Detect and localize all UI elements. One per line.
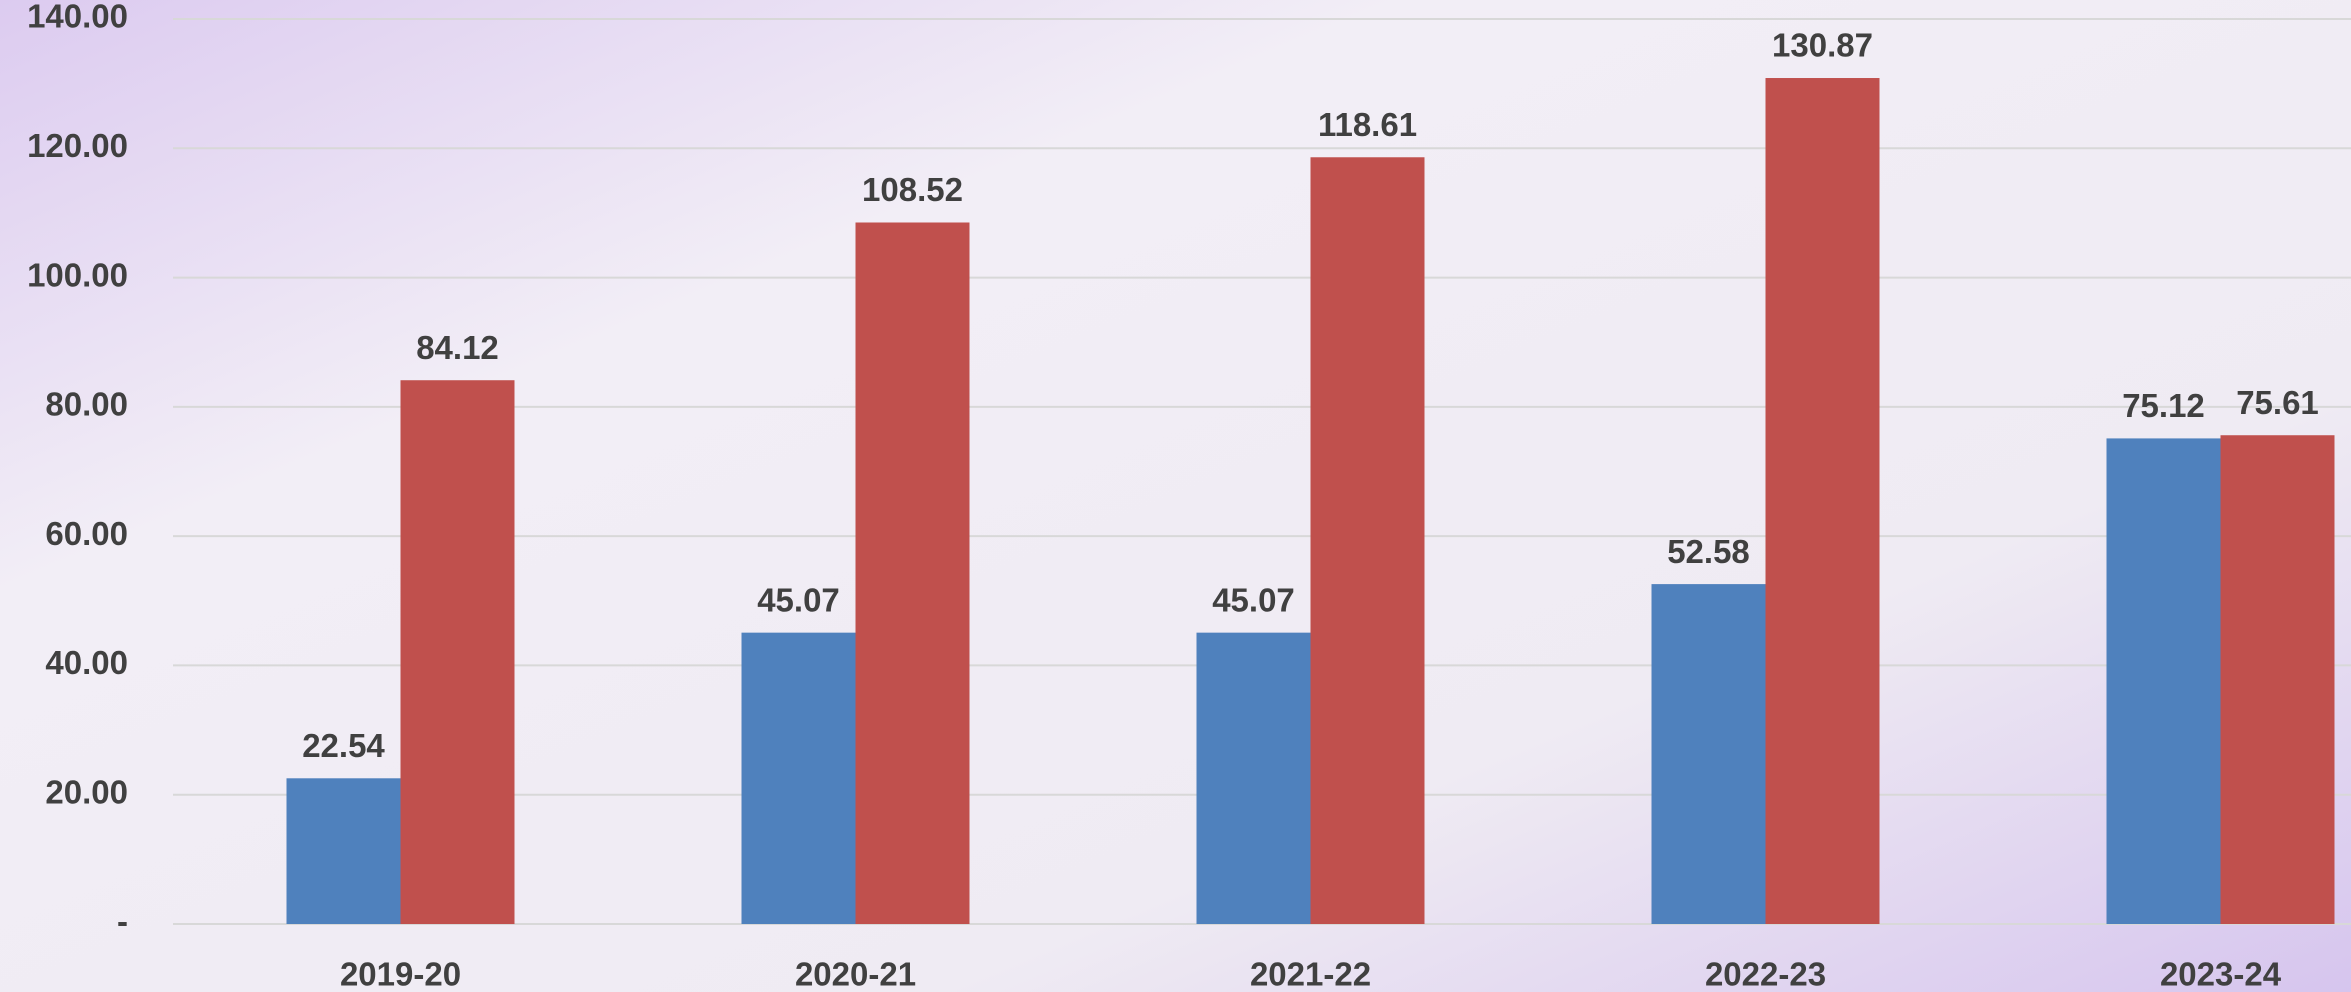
data-label: 52.58	[1667, 533, 1750, 570]
y-tick-label: 60.00	[45, 515, 128, 552]
x-tick-label: 2023-24	[2160, 956, 2282, 992]
bar	[2107, 438, 2221, 924]
data-label: 130.87	[1772, 27, 1873, 64]
bar	[287, 778, 401, 924]
bar	[1766, 78, 1880, 924]
data-label: 45.07	[1212, 581, 1295, 618]
bar	[856, 222, 970, 924]
y-tick-label: 20.00	[45, 773, 128, 810]
data-label: 108.52	[862, 171, 963, 208]
data-label: 84.12	[416, 329, 499, 366]
y-tick-label: 40.00	[45, 644, 128, 681]
x-tick-label: 2019-20	[340, 956, 461, 992]
y-tick-label: -	[117, 903, 128, 940]
x-tick-label: 2021-22	[1250, 956, 1371, 992]
y-tick-label: 120.00	[27, 127, 128, 164]
data-label: 45.07	[757, 581, 840, 618]
data-label: 118.61	[1318, 106, 1417, 143]
bar	[742, 633, 856, 924]
y-tick-label: 100.00	[27, 256, 128, 293]
bar	[2221, 435, 2335, 924]
data-label: 22.54	[302, 727, 385, 764]
bar	[1652, 584, 1766, 924]
page: - 20.00 40.00 60.00 80.00 100.00 120.00 140.00 2…	[0, 0, 2351, 992]
x-tick-label: 2022-23	[1705, 956, 1826, 992]
chart: - 20.00 40.00 60.00 80.00 100.00 120.00 140.00 2…	[0, 0, 2351, 992]
data-label: 75.12	[2122, 387, 2205, 424]
bar	[1311, 157, 1425, 924]
bar	[401, 380, 515, 924]
y-tick-label: 80.00	[45, 386, 128, 423]
bar	[1197, 633, 1311, 924]
y-tick-label: 140.00	[27, 0, 128, 35]
data-label: 75.61	[2236, 384, 2319, 421]
x-tick-label: 2020-21	[795, 956, 916, 992]
